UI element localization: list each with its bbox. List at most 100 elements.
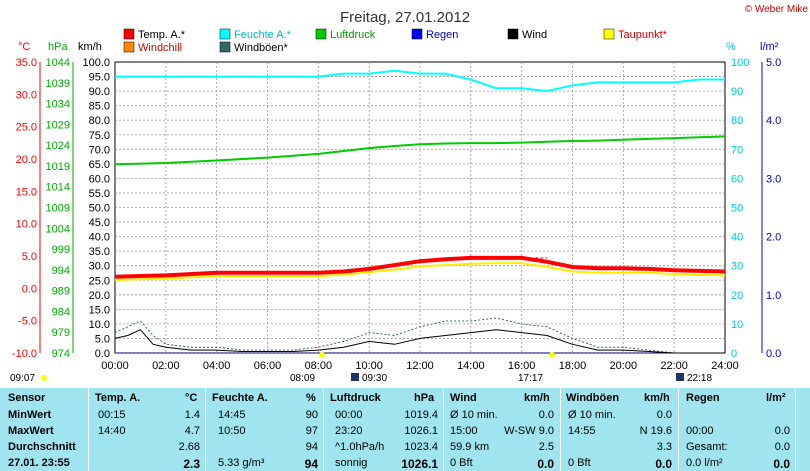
cell-temp_time: 14:40 [98, 425, 126, 437]
rain-tick-label: 5.0 [766, 57, 781, 69]
cell-gust_lbl: 14:55 [568, 425, 596, 437]
x-tick-label: 02:00 [152, 360, 180, 372]
humidity-tick-label: 10 [731, 319, 743, 331]
credit-label: © Weber Mike [745, 4, 809, 15]
cell-label: Durchschnitt [8, 441, 76, 453]
humidity-tick-label: 80 [731, 115, 743, 127]
cell-press_time: sonnig [335, 457, 368, 469]
col-temp: Temp. A. [95, 392, 141, 404]
x-tick-label: 04:00 [203, 360, 231, 372]
pressure-tick-label: 1044 [46, 57, 70, 69]
moonrise-label: 09:30 [362, 373, 387, 384]
pressure-tick-label: 1014 [46, 182, 70, 194]
pressure-tick-label: 1004 [46, 223, 70, 235]
x-tick-label: 18:00 [559, 360, 587, 372]
cell-wind_lbl: 59.9 km [450, 441, 490, 453]
cell-press: 1026.1 [401, 457, 438, 471]
col-gust: Windböen [566, 392, 620, 404]
pressure-tick-label: 1019 [46, 161, 70, 173]
statistics-table [0, 387, 810, 471]
speed-tick-label: 65.0 [89, 159, 110, 171]
cell-gust: 0.0 [655, 457, 672, 471]
col-gust-unit: km/h [644, 392, 670, 404]
humidity-tick-label: 20 [731, 290, 743, 302]
x-tick-label: 14:00 [457, 360, 485, 372]
x-tick-label: 20:00 [610, 360, 638, 372]
speed-tick-label: 15.0 [89, 304, 110, 316]
pressure-unit-label: hPa [48, 41, 68, 53]
temp-tick-label: 10.0 [16, 219, 37, 231]
speed-tick-label: 30.0 [89, 261, 110, 273]
humidity-tick-label: 60 [731, 173, 743, 185]
legend-label: Feuchte A.* [234, 29, 292, 41]
x-tick-label: 16:00 [508, 360, 536, 372]
pressure-tick-label: 1029 [46, 119, 70, 131]
cell-rain: 0.0 [773, 457, 790, 471]
sunset-icon [549, 352, 555, 358]
cell-wind: W-SW 9.0 [504, 425, 554, 437]
cell-press_time: 00:00 [335, 409, 363, 421]
legend-label: Wind [522, 29, 547, 41]
cell-gust_lbl: Ø 10 min. [568, 409, 616, 421]
legend-swatch [123, 41, 135, 53]
rain-unit-label: l/m² [760, 41, 779, 53]
legend-swatch [603, 28, 615, 40]
rain-tick-label: 3.0 [766, 173, 781, 185]
col-press: Luftdruck [330, 392, 381, 404]
speed-tick-label: 10.0 [89, 319, 110, 331]
speed-tick-label: 85.0 [89, 101, 110, 113]
cell-hum: 94 [304, 457, 318, 471]
rain-tick-label: 1.0 [766, 290, 781, 302]
temp-tick-label: 15.0 [16, 186, 37, 198]
col-hum-unit: % [306, 392, 316, 404]
x-tick-label: 06:00 [254, 360, 282, 372]
cell-wind: 0.0 [538, 409, 554, 421]
temp-unit-label: °C [18, 41, 30, 53]
humidity-tick-label: 100 [731, 57, 749, 69]
speed-tick-label: 25.0 [89, 275, 110, 287]
moonset-label: 22:18 [687, 373, 712, 384]
col-wind: Wind [450, 392, 477, 404]
humidity-tick-label: 0 [731, 348, 737, 360]
cell-temp: 1.4 [184, 409, 200, 421]
legend-swatch [219, 41, 231, 53]
pressure-tick-label: 1034 [46, 99, 70, 111]
temp-tick-label: -10.0 [12, 348, 37, 360]
x-tick-label: 08:00 [305, 360, 333, 372]
humidity-tick-label: 90 [731, 86, 743, 98]
pressure-tick-label: 1039 [46, 78, 70, 90]
legend-swatch [507, 28, 519, 40]
cell-press_time: ^1.0hPa/h [335, 441, 385, 453]
speed-tick-label: 55.0 [89, 188, 110, 200]
weather-chart: Freitag, 27.01.2012 © Weber Mike Temp. A.*… [10, 4, 809, 384]
speed-tick-label: 100.0 [82, 57, 110, 69]
pressure-tick-label: 989 [52, 286, 70, 298]
cell-temp_time: 00:15 [98, 409, 126, 421]
legend-swatch [315, 28, 327, 40]
cell-rain_lbl: 00:00 [686, 425, 714, 437]
cell-label: MinWert [8, 409, 52, 421]
wind-unit-label: km/h [78, 41, 102, 53]
speed-tick-label: 70.0 [89, 144, 110, 156]
speed-tick-label: 35.0 [89, 246, 110, 258]
moonrise-icon [351, 373, 359, 381]
temp-tick-label: -5.0 [18, 316, 37, 328]
cell-hum: 90 [305, 409, 318, 421]
x-tick-label: 12:00 [406, 360, 434, 372]
legend-label: Windböen* [234, 42, 289, 54]
series-line [114, 317, 725, 354]
cell-press: 1023.4 [404, 441, 438, 453]
col-rain-unit: l/m² [766, 392, 786, 404]
speed-tick-label: 80.0 [89, 115, 110, 127]
speed-tick-label: 75.0 [89, 130, 110, 142]
col-hum: Feuchte A. [212, 392, 268, 404]
sun-icon [41, 375, 47, 381]
speed-tick-label: 95.0 [89, 72, 110, 84]
legend-label: Taupunkt* [618, 29, 668, 41]
legend-label: Windchill [138, 42, 182, 54]
col-rain: Regen [686, 392, 720, 404]
pressure-tick-label: 999 [52, 244, 70, 256]
speed-tick-label: 5.0 [95, 333, 110, 345]
speed-tick-label: 0.0 [95, 348, 110, 360]
cell-hum_time: 14:45 [218, 409, 246, 421]
